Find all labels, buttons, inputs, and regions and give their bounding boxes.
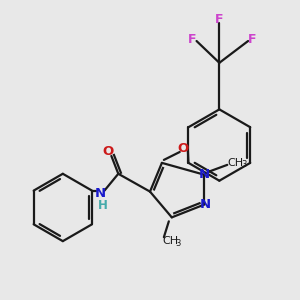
Text: F: F: [248, 32, 256, 46]
Text: N: N: [200, 198, 211, 211]
Text: CH: CH: [162, 236, 178, 246]
Text: N: N: [199, 168, 210, 181]
Text: O: O: [177, 142, 188, 154]
Text: O: O: [103, 146, 114, 158]
Text: F: F: [215, 13, 224, 26]
Text: CH: CH: [227, 158, 243, 168]
Text: N: N: [95, 187, 106, 200]
Text: F: F: [188, 32, 197, 46]
Text: 3: 3: [176, 238, 181, 247]
Text: H: H: [98, 199, 107, 212]
Text: 3: 3: [241, 160, 247, 169]
